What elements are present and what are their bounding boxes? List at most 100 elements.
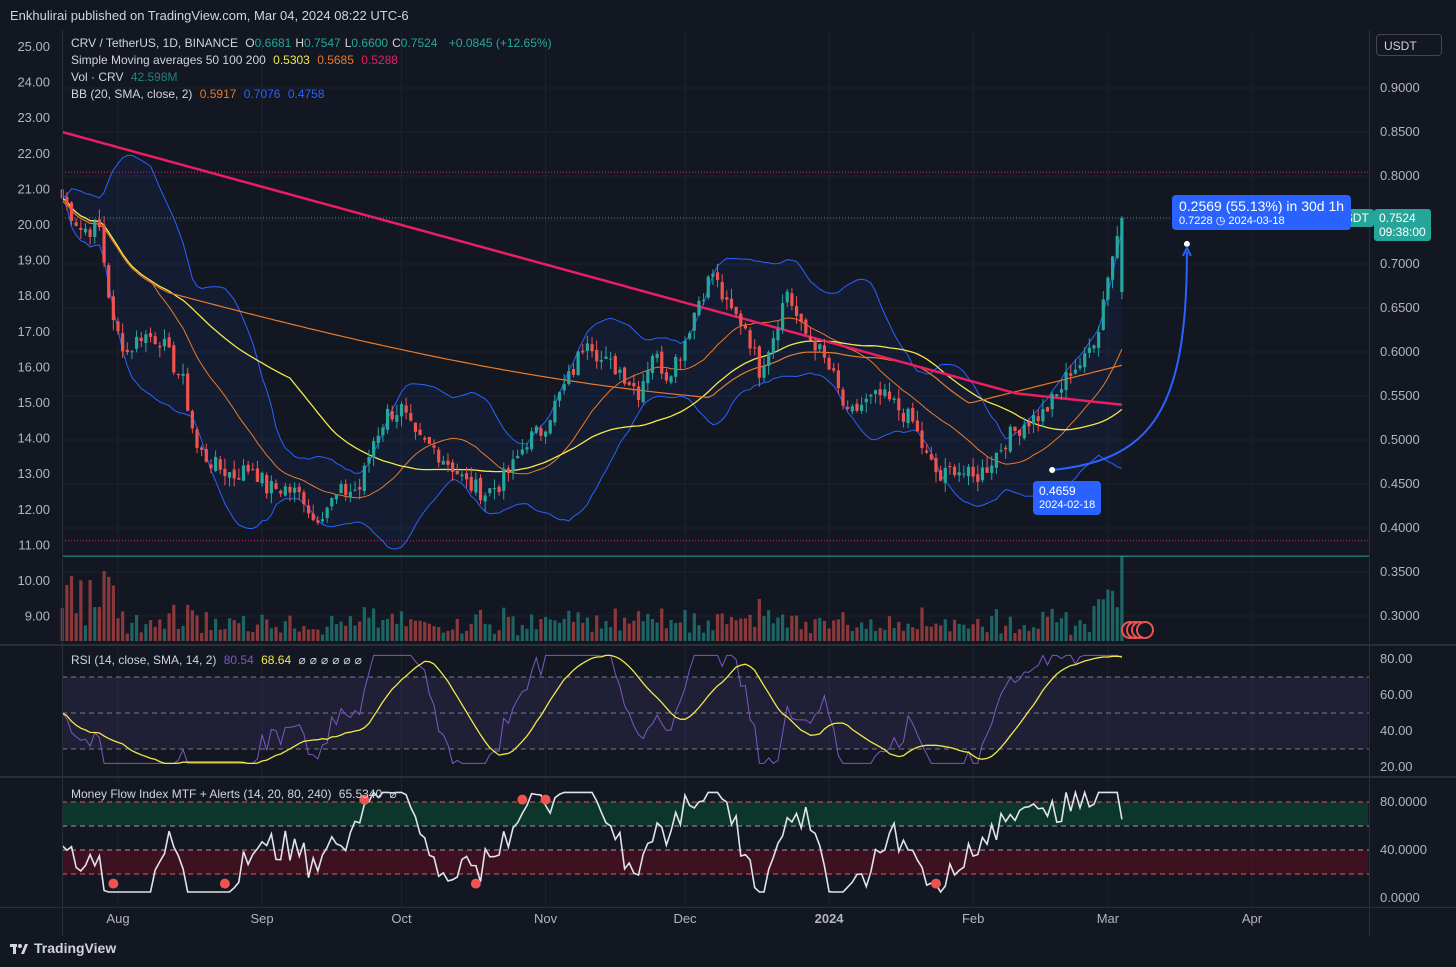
volume-bar xyxy=(139,632,143,641)
na-glyph: ⌀ xyxy=(343,653,351,667)
candle-body xyxy=(390,411,394,420)
legend-vol-value: 42.598M xyxy=(130,70,178,84)
volume-bar xyxy=(316,629,320,641)
volume-bar xyxy=(297,631,301,641)
candle-body xyxy=(167,337,171,348)
x-tick-label: Aug xyxy=(106,911,129,926)
volume-bar xyxy=(1018,629,1022,641)
left-tick-label: 20.00 xyxy=(17,217,50,232)
volume-bar xyxy=(706,620,710,641)
right-tick-label: 0.3500 xyxy=(1380,564,1420,579)
measure-end-date: 2024-03-18 xyxy=(1228,215,1285,227)
candle-body xyxy=(925,450,929,453)
candle-body xyxy=(153,336,157,344)
volume-bar xyxy=(976,618,980,641)
candle-body xyxy=(306,505,311,514)
measure-arrowhead xyxy=(1182,245,1192,257)
candle-body xyxy=(1110,256,1115,280)
candle-body xyxy=(353,489,357,491)
right-tick-label: 0.6500 xyxy=(1380,300,1420,315)
volume-bar xyxy=(836,619,840,641)
candle-body xyxy=(1083,353,1087,368)
candle-body xyxy=(93,221,97,238)
volume-bar xyxy=(158,619,162,641)
candle-body xyxy=(911,408,915,422)
rsi-tick-label: 40.00 xyxy=(1380,723,1413,738)
tradingview-logo[interactable]: TradingView xyxy=(10,940,116,956)
candle-body xyxy=(1106,277,1110,300)
volume-bar xyxy=(911,627,915,641)
candle-body xyxy=(74,222,78,227)
candle-body xyxy=(516,455,520,459)
volume-bar xyxy=(729,617,734,641)
legend-mfi[interactable]: Money Flow Index MTF + Alerts (14, 20, 8… xyxy=(71,787,401,801)
candle-body xyxy=(232,469,236,479)
legend-vol[interactable]: Vol · CRV 42.598M xyxy=(71,70,182,84)
candle-body xyxy=(957,472,961,476)
volume-bar xyxy=(613,608,617,641)
legend-symbol[interactable]: CRV / TetherUS, 1D, BINANCE xyxy=(71,36,238,50)
volume-bar xyxy=(660,608,664,641)
candle-body xyxy=(715,272,720,280)
candle-body xyxy=(595,349,599,362)
volume-bar xyxy=(367,617,371,641)
volume-bar xyxy=(241,616,246,641)
volume-bar xyxy=(794,615,799,641)
time-axis-border xyxy=(0,907,1456,908)
candle-body xyxy=(344,484,348,496)
candle-body xyxy=(818,344,822,350)
volume-bar xyxy=(246,631,250,641)
mfi-alert-dot xyxy=(108,878,119,889)
ohlc-value: 0.6600 xyxy=(351,36,389,50)
volume-bar xyxy=(534,629,538,641)
volume-bar xyxy=(869,619,873,641)
measure-tool[interactable] xyxy=(1049,240,1192,639)
candle-body xyxy=(65,196,69,205)
volume-bar xyxy=(502,607,506,641)
volume-bar xyxy=(423,621,427,641)
mfi-tick-label: 80.0000 xyxy=(1380,794,1427,809)
volume-bar xyxy=(646,613,650,641)
currency-button[interactable]: USDT xyxy=(1376,34,1442,56)
candle-body xyxy=(948,466,952,468)
measure-label-box[interactable]: 0.2569 (55.13%) in 30d 1h 0.7228 ◷ 2024-… xyxy=(1172,195,1352,230)
candle-body xyxy=(780,303,785,330)
candle-body xyxy=(399,404,404,417)
measure-start-box[interactable]: 0.4659 2024-02-18 xyxy=(1033,481,1102,515)
volume-bar xyxy=(334,624,339,641)
volume-bar xyxy=(102,571,106,641)
volume-bar xyxy=(204,612,208,641)
candle-body xyxy=(1045,407,1050,412)
left-tick-label: 17.00 xyxy=(17,324,50,339)
candle-body xyxy=(293,487,297,493)
candle-body xyxy=(906,408,910,424)
logo-shape xyxy=(10,944,28,954)
x-tick-label: Feb xyxy=(962,911,984,926)
volume-bar xyxy=(1110,590,1115,641)
volume-bar xyxy=(641,621,645,641)
mfi-tick-label: 40.0000 xyxy=(1380,842,1427,857)
candle-body xyxy=(599,360,603,362)
volume-bar xyxy=(780,614,785,641)
right-tick-label: 0.5000 xyxy=(1380,432,1420,447)
candle-body xyxy=(274,483,278,489)
legend-sma[interactable]: Simple Moving averages 50 100 200 0.5303… xyxy=(71,53,402,67)
volume-bar xyxy=(990,616,994,641)
legend-rsi[interactable]: RSI (14, close, SMA, 14, 2) 80.54 68.64 … xyxy=(71,653,366,667)
candle-body xyxy=(330,498,334,507)
measure-start-price: 0.4659 xyxy=(1039,484,1076,498)
left-tick-label: 14.00 xyxy=(17,431,50,446)
volume-bar xyxy=(595,615,599,641)
volume-bar xyxy=(674,623,678,641)
candle-body xyxy=(134,336,139,349)
candle-body xyxy=(571,369,576,375)
candle-body xyxy=(1008,426,1012,452)
candle-body xyxy=(148,333,153,337)
candle-body xyxy=(320,519,325,522)
legend-bb[interactable]: BB (20, SMA, close, 2) 0.5917 0.7076 0.4… xyxy=(71,87,329,101)
left-tick-label: 11.00 xyxy=(18,537,50,552)
volume-bar xyxy=(339,621,343,641)
price-tag: 0.7524 09:38:00 xyxy=(1374,209,1431,241)
axes: 25.00 24.00 23.00 22.00 21.00 20.00 19.00 18.00… xyxy=(0,30,1456,936)
